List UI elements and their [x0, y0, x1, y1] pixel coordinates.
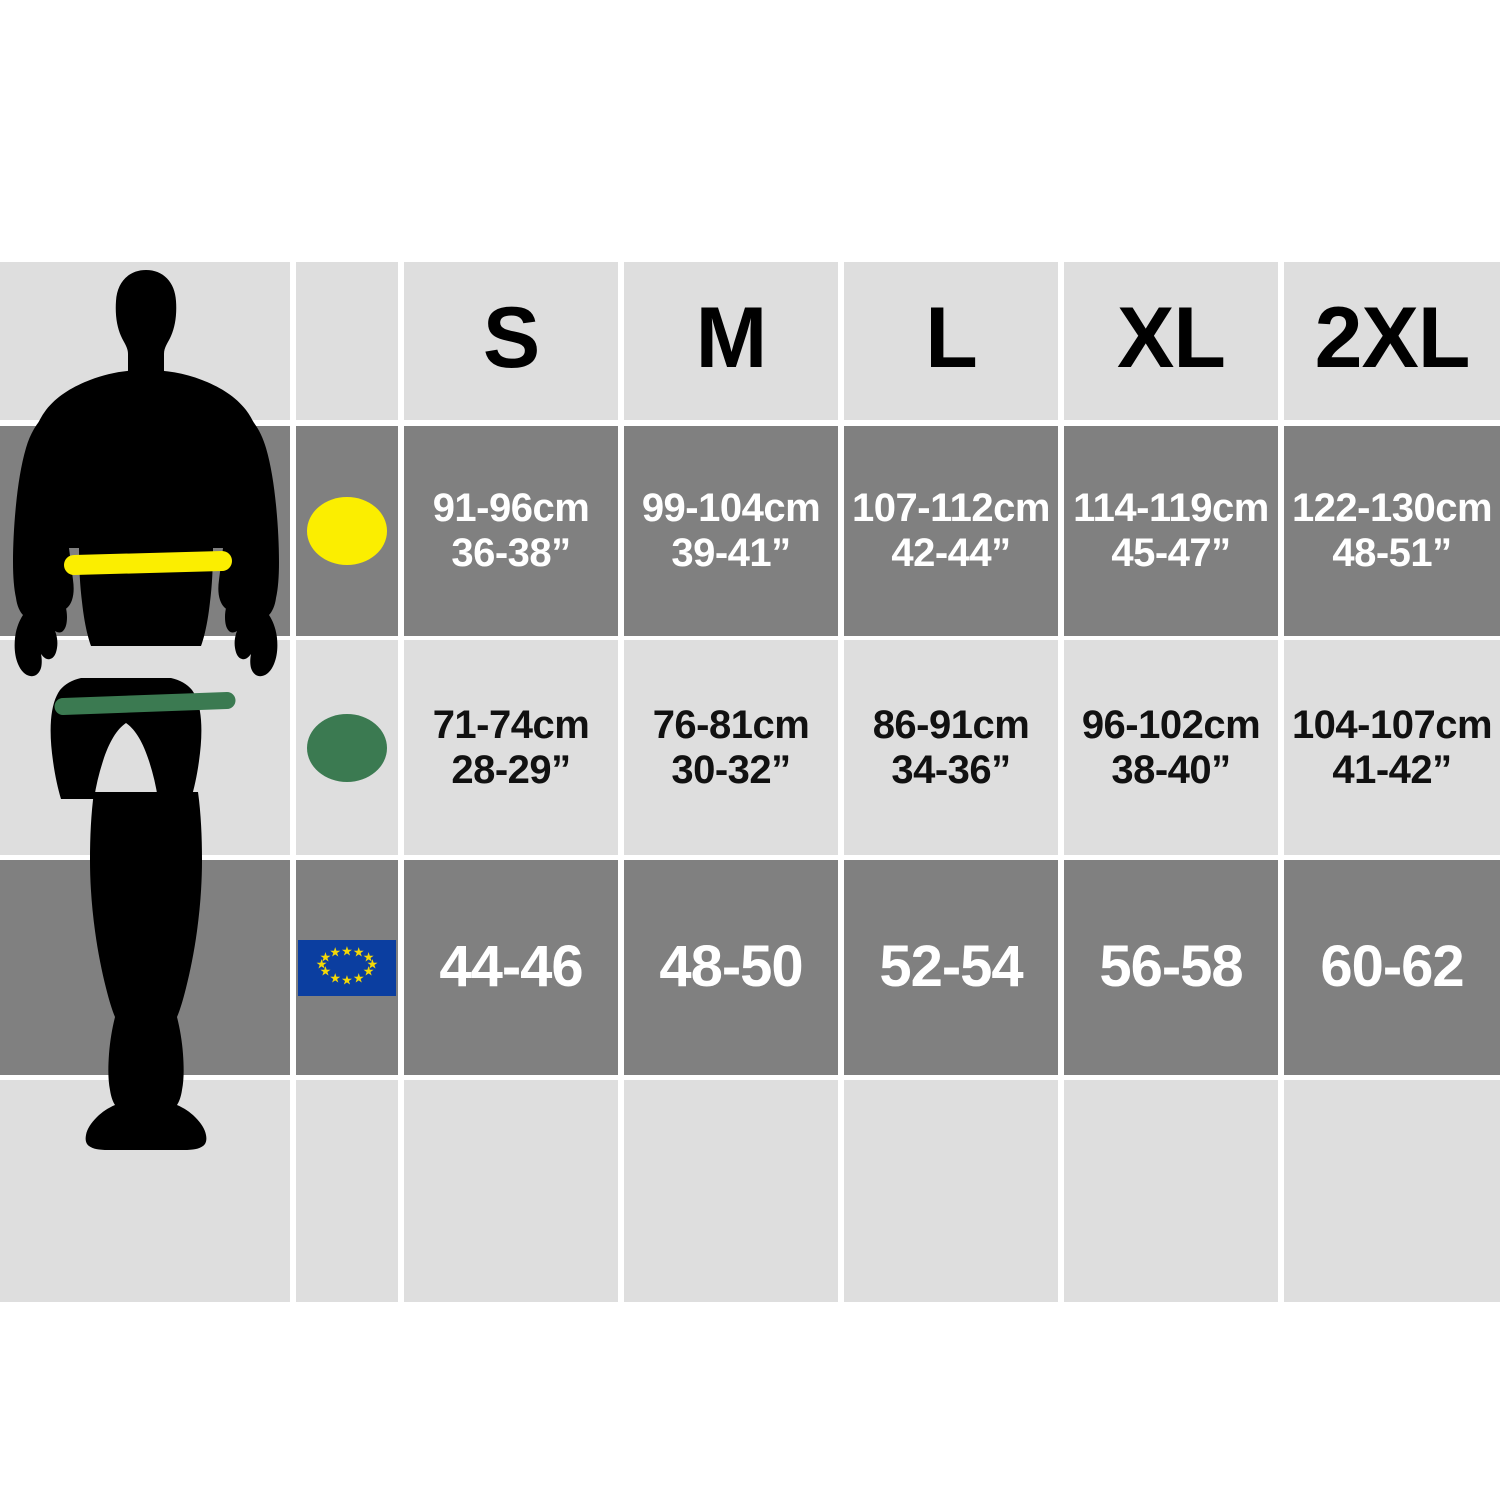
- eu-value-xl-label: 56-58: [1099, 934, 1243, 1000]
- footer-icon-cell: [296, 1080, 398, 1302]
- chest-value-2xl-cm: 122-130cm: [1291, 486, 1493, 531]
- footer-cell-2xl: [1284, 1080, 1500, 1302]
- eu-value-s-label: 44-46: [439, 934, 583, 1000]
- chest-value-m: 99-104cm 39-41”: [624, 426, 838, 636]
- header-size-xl-label: XL: [1117, 289, 1226, 386]
- eu-star-10: ★: [315, 956, 328, 972]
- chest-value-s-in: 36-38”: [451, 531, 571, 575]
- waist-row-marker-cell: [296, 640, 398, 855]
- eu-value-m: 48-50: [624, 860, 838, 1075]
- chest-value-m-in: 39-41”: [671, 531, 791, 575]
- waist-value-2xl-in: 41-42”: [1332, 747, 1452, 792]
- eu-row-figure-cell: [0, 860, 290, 1075]
- waist-value-xl-in: 38-40”: [1111, 747, 1231, 792]
- waist-value-l: 86-91cm 34-36”: [844, 640, 1058, 855]
- header-size-m-label: M: [695, 289, 768, 386]
- header-size-xl: XL: [1064, 262, 1278, 420]
- waist-value-l-cm: 86-91cm: [872, 702, 1030, 747]
- chest-value-l-cm: 107-112cm: [852, 486, 1050, 531]
- chest-value-s-cm: 91-96cm: [432, 486, 590, 531]
- chest-value-m-cm: 99-104cm: [641, 486, 821, 531]
- eu-star-4: ★: [366, 956, 379, 972]
- waist-value-s-cm: 71-74cm: [432, 702, 590, 747]
- waist-value-2xl: 104-107cm 41-42”: [1284, 640, 1500, 855]
- waist-value-s: 71-74cm 28-29”: [404, 640, 618, 855]
- waist-value-xl-cm: 96-102cm: [1081, 702, 1261, 747]
- eu-value-xl: 56-58: [1064, 860, 1278, 1075]
- footer-cell-l: [844, 1080, 1058, 1302]
- eu-star-9: ★: [319, 963, 332, 979]
- header-size-2xl-label: 2XL: [1314, 289, 1471, 386]
- chest-value-2xl-in: 48-51”: [1332, 531, 1452, 575]
- waist-value-m-in: 30-32”: [671, 747, 791, 792]
- waist-value-l-in: 34-36”: [891, 747, 1011, 792]
- eu-star-2: ★: [352, 944, 365, 960]
- header-icon-cell: [296, 262, 398, 420]
- eu-star-5: ★: [362, 963, 375, 979]
- eu-star-1: ★: [341, 943, 353, 959]
- eu-star-6: ★: [352, 970, 365, 986]
- waist-value-xl: 96-102cm 38-40”: [1064, 640, 1278, 855]
- header-size-l-label: L: [925, 289, 978, 386]
- eu-star-3: ★: [362, 949, 375, 965]
- footer-cell-m: [624, 1080, 838, 1302]
- header-figure-cell: [0, 262, 290, 420]
- header-size-s-label: S: [482, 289, 540, 386]
- chest-value-2xl: 122-130cm 48-51”: [1284, 426, 1500, 636]
- eu-value-l: 52-54: [844, 860, 1058, 1075]
- chest-row-marker-cell: [296, 426, 398, 636]
- eu-row-marker-cell: ★ ★ ★ ★ ★ ★ ★ ★ ★ ★ ★ ★: [296, 860, 398, 1075]
- waist-value-m-cm: 76-81cm: [652, 702, 810, 747]
- eu-value-l-label: 52-54: [879, 934, 1023, 1000]
- waist-row-figure-cell: [0, 640, 290, 855]
- green-circle-icon: [307, 713, 387, 782]
- eu-star-7: ★: [341, 972, 353, 988]
- waist-value-s-in: 28-29”: [451, 747, 571, 792]
- chest-value-xl: 114-119cm 45-47”: [1064, 426, 1278, 636]
- waist-value-2xl-cm: 104-107cm: [1291, 702, 1493, 747]
- yellow-circle-icon: [307, 497, 387, 565]
- eu-value-2xl: 60-62: [1284, 860, 1500, 1075]
- waist-value-m: 76-81cm 30-32”: [624, 640, 838, 855]
- chest-value-l-in: 42-44”: [891, 531, 1011, 575]
- header-size-2xl: 2XL: [1284, 262, 1500, 420]
- footer-cell-xl: [1064, 1080, 1278, 1302]
- chest-value-s: 91-96cm 36-38”: [404, 426, 618, 636]
- chest-value-xl-cm: 114-119cm: [1073, 486, 1269, 531]
- footer-figure-cell: [0, 1080, 290, 1302]
- chest-row-figure-cell: [0, 426, 290, 636]
- chest-value-xl-in: 45-47”: [1111, 531, 1231, 575]
- eu-star-11: ★: [319, 949, 332, 965]
- header-size-m: M: [624, 262, 838, 420]
- eu-star-12: ★: [329, 944, 342, 960]
- eu-value-m-label: 48-50: [659, 934, 803, 1000]
- header-size-l: L: [844, 262, 1058, 420]
- chest-value-l: 107-112cm 42-44”: [844, 426, 1058, 636]
- eu-value-2xl-label: 60-62: [1320, 934, 1464, 1000]
- eu-star-8: ★: [329, 970, 342, 986]
- header-size-s: S: [404, 262, 618, 420]
- eu-flag-icon: ★ ★ ★ ★ ★ ★ ★ ★ ★ ★ ★ ★: [298, 939, 396, 996]
- footer-cell-s: [404, 1080, 618, 1302]
- eu-value-s: 44-46: [404, 860, 618, 1075]
